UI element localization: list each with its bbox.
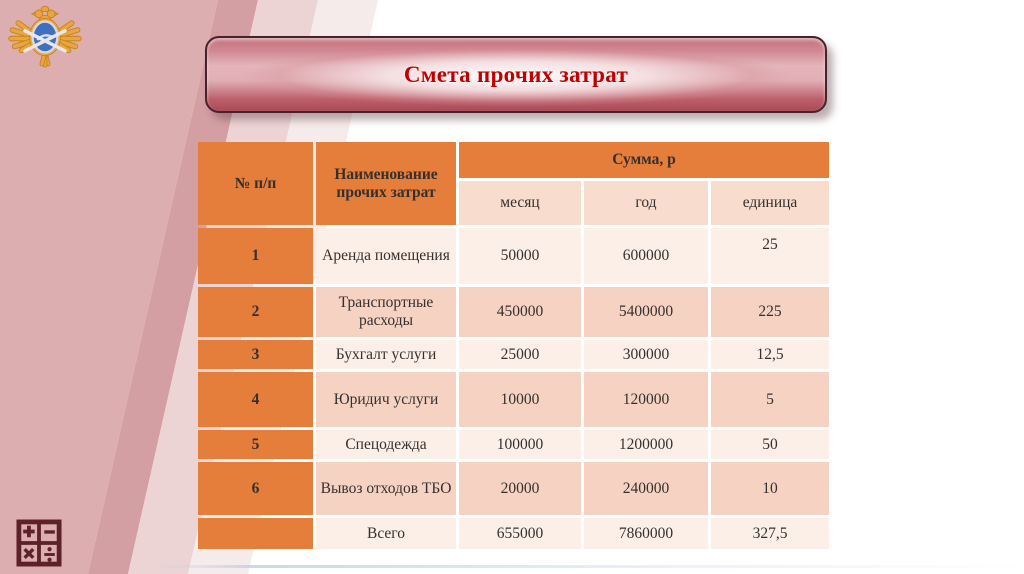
cell-num: 5: [198, 430, 313, 459]
cell-year: 120000: [584, 372, 708, 427]
subheader-cell-year: год: [584, 181, 708, 225]
cell-num: 1: [198, 228, 313, 284]
cell-name: Спецодежда: [316, 430, 456, 459]
title-banner: Смета прочих затрат: [205, 36, 827, 113]
table-subheader-row: месяц год единица: [198, 181, 829, 225]
bottom-accent-line: [150, 565, 1024, 568]
table-header-row: № п/п Наименование прочих затрат Сумма, …: [198, 142, 829, 225]
cell-month: 50000: [459, 228, 581, 284]
header-cell-sum: Сумма, р: [459, 142, 829, 178]
subheader-cell-month: месяц: [459, 181, 581, 225]
cell-month: 10000: [459, 372, 581, 427]
header-cell-name: Наименование прочих затрат: [316, 142, 456, 225]
cell-num: 6: [198, 462, 313, 515]
cell-num: 2: [198, 287, 313, 337]
cell-year: 1200000: [584, 430, 708, 459]
table-row: 4 Юридич услуги 10000 120000 5: [198, 372, 829, 427]
cell-year: 5400000: [584, 287, 708, 337]
cell-month: 25000: [459, 340, 581, 369]
cell-unit: 225: [711, 287, 829, 337]
subheader-cell-unit: единица: [711, 181, 829, 225]
double-eagle-emblem-icon: [8, 2, 82, 72]
table-total-row: Всего 655000 7860000 327,5: [198, 518, 829, 549]
calculator-icon: [16, 519, 62, 567]
cell-year: 600000: [584, 228, 708, 284]
header-cell-num: № п/п: [198, 142, 313, 225]
cell-month: 655000: [459, 518, 581, 549]
cell-unit: 12,5: [711, 340, 829, 369]
cell-name: Бухгалт услуги: [316, 340, 456, 369]
cell-unit: 327,5: [711, 518, 829, 549]
cell-month: 20000: [459, 462, 581, 515]
cell-unit: 50: [711, 430, 829, 459]
cell-year: 7860000: [584, 518, 708, 549]
cell-num: [198, 518, 313, 549]
slide-title: Смета прочих затрат: [403, 61, 629, 87]
cell-num: 4: [198, 372, 313, 427]
cell-name: Юридич услуги: [316, 372, 456, 427]
cell-unit: 10: [711, 462, 829, 515]
cell-month: 450000: [459, 287, 581, 337]
cell-name: Транспортные расходы: [316, 287, 456, 337]
table-row: 6 Вывоз отходов ТБО 20000 240000 10: [198, 462, 829, 515]
cell-name: Всего: [316, 518, 456, 549]
cell-year: 300000: [584, 340, 708, 369]
cost-table: № п/п Наименование прочих затрат Сумма, …: [195, 139, 832, 552]
table-row: 2 Транспортные расходы 450000 5400000 22…: [198, 287, 829, 337]
table-row: 3 Бухгалт услуги 25000 300000 12,5: [198, 340, 829, 369]
cell-unit: 5: [711, 372, 829, 427]
table-row: 5 Спецодежда 100000 1200000 50: [198, 430, 829, 459]
table-row: 1 Аренда помещения 50000 600000 25: [198, 228, 829, 284]
cell-year: 240000: [584, 462, 708, 515]
cell-num: 3: [198, 340, 313, 369]
cell-name: Вывоз отходов ТБО: [316, 462, 456, 515]
cell-month: 100000: [459, 430, 581, 459]
cell-name: Аренда помещения: [316, 228, 456, 284]
cell-unit: 25: [711, 228, 829, 284]
